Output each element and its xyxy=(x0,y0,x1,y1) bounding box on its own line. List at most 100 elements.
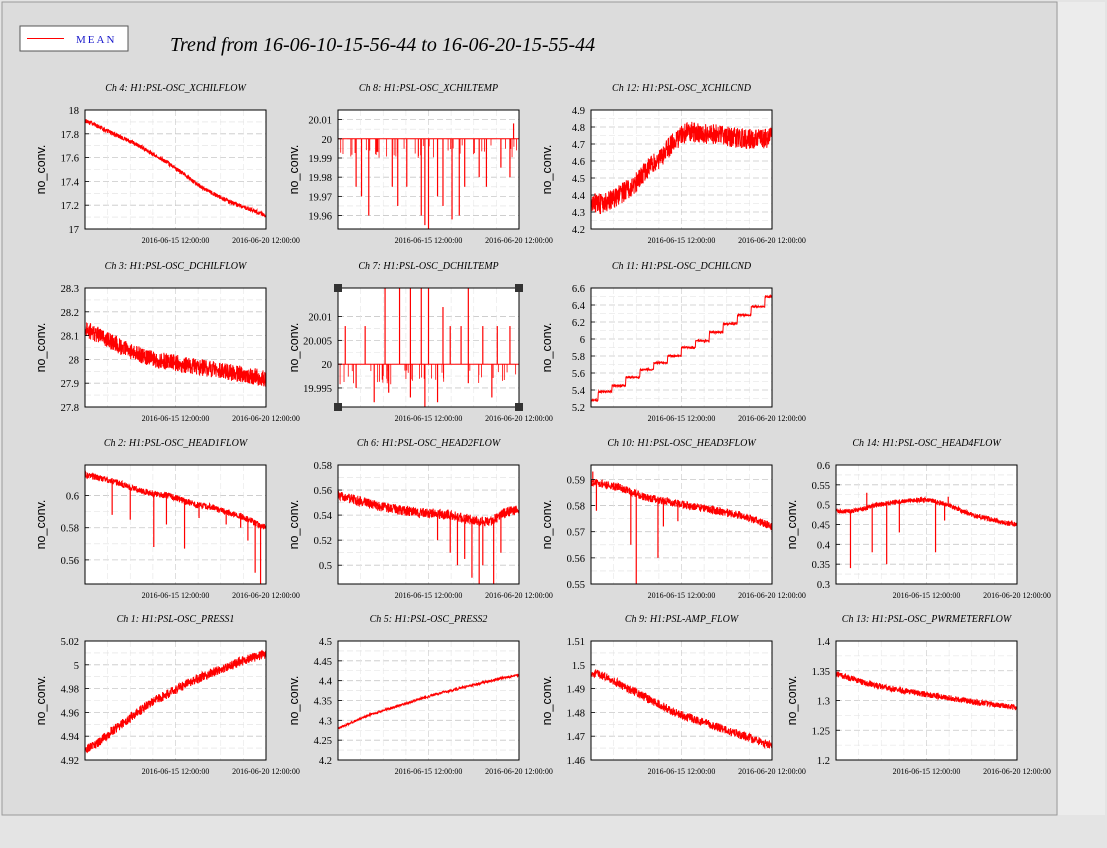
x-tick-label: 2016-06-20 12:00:00 xyxy=(983,591,1051,600)
series-line-mean xyxy=(338,673,519,730)
y-tick-label: 0.52 xyxy=(314,536,332,547)
x-tick-label: 2016-06-20 12:00:00 xyxy=(983,767,1051,776)
series-group xyxy=(338,673,519,730)
y-tick-label: 17.4 xyxy=(61,177,80,188)
y-tick-label: 4.6 xyxy=(572,157,585,168)
plot-frame xyxy=(337,464,520,585)
y-tick-label: 4.2 xyxy=(572,225,585,236)
chart-ch8: 19.96 19.97 19.98 19.99 20 20.01 2016-06-15 12… xyxy=(287,83,553,245)
y-tick-label: 1.49 xyxy=(567,685,585,696)
x-tick-label: 2016-06-15 12:00:00 xyxy=(893,591,961,600)
series-line-mean xyxy=(591,121,772,215)
y-tick-label: 17.8 xyxy=(61,130,79,141)
y-axis-label: no_conv. xyxy=(540,500,554,550)
y-tick-label: 4.8 xyxy=(572,123,585,134)
plot-frame xyxy=(84,287,267,408)
series-line-mean xyxy=(591,669,772,750)
x-tick-label: 2016-06-15 12:00:00 xyxy=(395,591,463,600)
y-tick-label: 4.4 xyxy=(319,677,333,688)
y-axis-label: no_conv. xyxy=(287,145,301,195)
x-tick-label: 2016-06-15 12:00:00 xyxy=(648,236,716,245)
y-tick-label: 4.92 xyxy=(61,756,79,767)
y-tick-label: 0.35 xyxy=(812,560,830,571)
y-tick-label: 0.56 xyxy=(61,556,79,567)
x-tick-label: 2016-06-20 12:00:00 xyxy=(738,591,806,600)
chart-ch13: 1.2 1.25 1.3 1.35 1.4 2016-06-15 12:00:00 2016… xyxy=(785,614,1051,776)
plot-frame xyxy=(590,640,773,761)
y-tick-label: 19.995 xyxy=(303,384,332,395)
chart-title: Ch 9: H1:PSL-AMP_FLOW xyxy=(625,614,740,625)
y-tick-label: 18 xyxy=(69,106,80,117)
y-tick-label: 1.4 xyxy=(817,637,831,648)
chart-title: Ch 3: H1:PSL-OSC_DCHILFLOW xyxy=(105,261,248,272)
chart-ch4: 17 17.2 17.4 17.6 17.8 18 2016-06-15 12:00:00 2… xyxy=(34,83,300,245)
y-tick-label: 5.8 xyxy=(572,352,585,363)
y-tick-label: 17.2 xyxy=(61,201,79,212)
series-line-mean xyxy=(85,119,266,218)
y-axis-label: no_conv. xyxy=(540,145,554,195)
selection-handle xyxy=(515,403,523,411)
y-tick-label: 0.58 xyxy=(314,461,332,472)
y-tick-label: 4.2 xyxy=(319,756,332,767)
chart-title: Ch 13: H1:PSL-OSC_PWRMETERFLOW xyxy=(842,614,1013,625)
y-tick-label: 0.3 xyxy=(817,580,830,591)
x-tick-label: 2016-06-15 12:00:00 xyxy=(142,767,210,776)
plot-frame xyxy=(84,464,267,585)
chart-title: Ch 8: H1:PSL-OSC_XCHILTEMP xyxy=(359,83,498,94)
chart-ch10: 0.55 0.56 0.57 0.58 0.59 2016-06-15 12:00:00 2… xyxy=(540,438,806,600)
y-tick-label: 19.97 xyxy=(308,192,332,203)
y-tick-label: 6.6 xyxy=(572,284,585,295)
chart-ch2: 0.56 0.58 0.6 2016-06-15 12:00:00 2016-06-20… xyxy=(34,438,300,600)
x-tick-label: 2016-06-20 12:00:00 xyxy=(232,414,300,423)
series-line-mean xyxy=(836,671,1017,711)
y-tick-label: 4.94 xyxy=(61,732,80,743)
y-tick-label: 5.2 xyxy=(572,403,585,414)
plot-frame xyxy=(337,287,520,408)
series-line-mean xyxy=(85,649,266,754)
y-tick-label: 28.3 xyxy=(61,284,79,295)
y-tick-label: 4.9 xyxy=(572,106,585,117)
y-axis-label: no_conv. xyxy=(287,500,301,550)
chart-ch12: 4.2 4.3 4.4 4.5 4.6 4.7 4.8 4.9 2016-06-15 12:00… xyxy=(540,83,806,245)
y-tick-label: 17.6 xyxy=(61,154,79,165)
y-tick-label: 1.51 xyxy=(567,637,585,648)
series-group xyxy=(338,490,519,584)
y-tick-label: 27.8 xyxy=(61,403,79,414)
chart-ch6: 0.5 0.52 0.54 0.56 0.58 2016-06-15 12:00:00 20… xyxy=(287,438,553,600)
chart-title: Ch 6: H1:PSL-OSC_HEAD2FLOW xyxy=(357,438,502,449)
y-tick-label: 0.57 xyxy=(567,528,585,539)
series-line-mean xyxy=(591,294,772,403)
series-line-mean xyxy=(85,470,266,530)
y-tick-label: 6.2 xyxy=(572,318,585,329)
series-group xyxy=(836,492,1017,569)
x-tick-label: 2016-06-20 12:00:00 xyxy=(738,767,806,776)
chart-ch1: 4.92 4.94 4.96 4.98 5 5.02 2016-06-15 12:00:00… xyxy=(34,614,300,776)
series-line-mean xyxy=(836,495,1017,527)
plot-frame xyxy=(590,287,773,408)
y-tick-label: 4.4 xyxy=(572,191,586,202)
y-tick-label: 4.5 xyxy=(319,637,332,648)
y-tick-label: 20 xyxy=(322,360,333,371)
y-tick-label: 4.3 xyxy=(319,716,332,727)
series-group xyxy=(85,322,266,387)
chart-ch5: 4.2 4.25 4.3 4.35 4.4 4.45 4.5 2016-06-15 12:00… xyxy=(287,614,553,776)
y-tick-label: 4.35 xyxy=(314,697,332,708)
y-axis-label: no_conv. xyxy=(34,676,48,726)
chart-ch11: 5.2 5.4 5.6 5.8 6 6.2 6.4 6.6 2016-06-15 12:00:0… xyxy=(540,261,806,423)
chart-title: Ch 2: H1:PSL-OSC_HEAD1FLOW xyxy=(104,438,249,449)
x-tick-label: 2016-06-15 12:00:00 xyxy=(142,591,210,600)
chart-title: Ch 7: H1:PSL-OSC_DCHILTEMP xyxy=(358,261,498,272)
y-tick-label: 4.5 xyxy=(572,174,585,185)
x-tick-label: 2016-06-15 12:00:00 xyxy=(395,414,463,423)
y-tick-label: 0.54 xyxy=(314,511,333,522)
y-tick-label: 4.96 xyxy=(61,708,79,719)
y-tick-label: 1.3 xyxy=(817,697,830,708)
chart-ch14: 0.3 0.35 0.4 0.45 0.5 0.55 0.6 2016-06-15 12:00… xyxy=(785,438,1051,600)
y-tick-label: 0.58 xyxy=(567,502,585,513)
chart-title: Ch 14: H1:PSL-OSC_HEAD4FLOW xyxy=(852,438,1002,449)
series-group xyxy=(338,288,519,407)
y-tick-label: 0.56 xyxy=(567,554,585,565)
chart-ch9: 1.46 1.47 1.48 1.49 1.5 1.51 2016-06-15 12:00:… xyxy=(540,614,806,776)
y-tick-label: 1.35 xyxy=(812,667,830,678)
series-group xyxy=(591,294,772,403)
